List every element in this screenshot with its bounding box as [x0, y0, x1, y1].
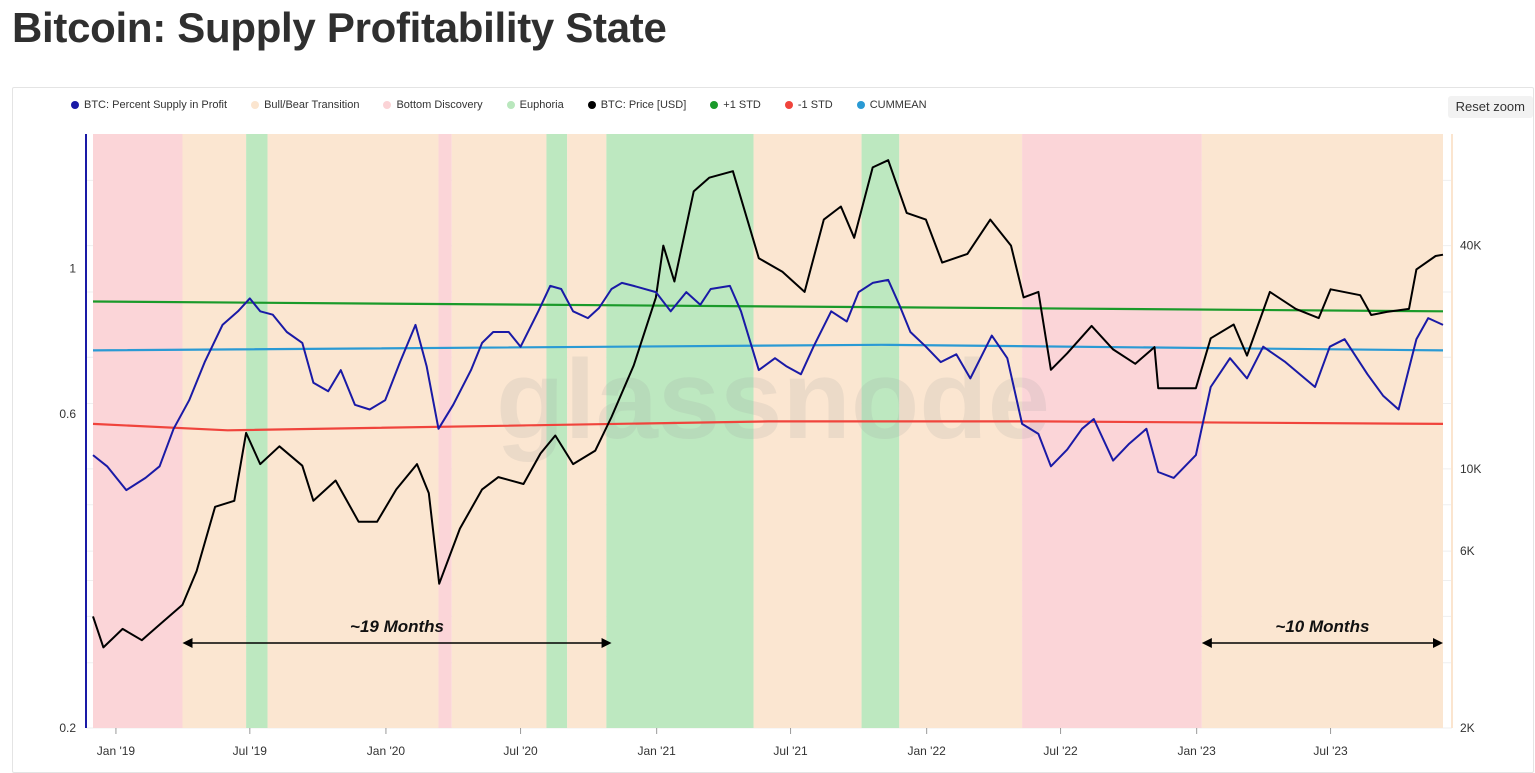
regime-band: [93, 134, 183, 728]
legend-marker: [856, 101, 865, 109]
annotation-label: ~10 Months: [1275, 617, 1369, 636]
arrowhead-left: [1201, 638, 1212, 648]
series-line: [92, 278, 1444, 492]
regime-band: [438, 134, 452, 728]
y-right-tick-label: 2K: [1460, 721, 1475, 735]
x-tick-label: Jul '21: [773, 744, 808, 758]
y-right-tick-label: 10K: [1460, 462, 1481, 476]
legend-label: CUMMEAN: [869, 99, 927, 111]
y-right-tick-label: 40K: [1460, 239, 1481, 253]
legend-label: -1 STD: [797, 99, 833, 111]
annotations: ~19 Months ~10 Months: [182, 617, 1443, 648]
y-left-tick-label: 1: [69, 261, 76, 275]
glassnode-watermark: glassnode: [496, 337, 1050, 462]
x-tick-label: Jan '23: [1178, 744, 1217, 758]
chart-panel: BTC: Percent Supply in Profit Bull/Bear T…: [12, 87, 1534, 773]
legend-marker: [587, 101, 596, 109]
series-lines: [92, 159, 1444, 649]
regime-band: [1201, 134, 1443, 728]
legend-item[interactable]: CUMMEAN: [856, 99, 927, 111]
series-line: [92, 159, 1444, 649]
legend-item[interactable]: -1 STD: [784, 99, 833, 111]
y-right-tick-label: 6K: [1460, 544, 1475, 558]
arrowhead-right: [1433, 638, 1443, 648]
legend-label: +1 STD: [723, 99, 761, 111]
regime-band: [1022, 134, 1202, 728]
legend-label: BTC: Price [USD]: [600, 99, 687, 111]
regime-band: [567, 134, 607, 728]
legend-marker: [710, 101, 719, 109]
chart-legend: BTC: Percent Supply in Profit Bull/Bear T…: [71, 99, 927, 111]
x-tick-label: Jul '22: [1043, 744, 1078, 758]
legend-item[interactable]: Bottom Discovery: [383, 99, 483, 111]
annotation-label: ~19 Months: [350, 617, 444, 636]
series-line: [92, 300, 1444, 313]
x-tick-label: Jan '21: [638, 744, 677, 758]
legend-item[interactable]: +1 STD: [710, 99, 761, 111]
x-tick-label: Jan '19: [97, 744, 136, 758]
legend-label: Bottom Discovery: [396, 99, 483, 111]
x-tick-label: Jan '22: [908, 744, 947, 758]
legend-item[interactable]: BTC: Price [USD]: [587, 99, 687, 111]
legend-label: BTC: Percent Supply in Profit: [84, 99, 228, 111]
series-line: [92, 343, 1444, 352]
reset-zoom-button[interactable]: Reset zoom: [1447, 96, 1533, 118]
legend-label: Bull/Bear Transition: [264, 99, 360, 111]
legend-item[interactable]: BTC: Percent Supply in Profit: [71, 99, 227, 111]
legend-marker: [784, 101, 793, 109]
series-line: [92, 420, 1444, 432]
page-title: Bitcoin: Supply Profitability State: [12, 4, 667, 51]
regime-band: [267, 134, 439, 728]
y-left-tick-label: 0.2: [59, 721, 76, 735]
regime-band: [451, 134, 547, 728]
legend-marker: [383, 101, 392, 109]
regime-band: [753, 134, 862, 728]
legend-item[interactable]: Bull/Bear Transition: [251, 99, 359, 111]
x-tick-label: Jan '20: [367, 744, 406, 758]
regime-band: [861, 134, 900, 728]
arrowhead-right: [601, 638, 612, 648]
legend-marker: [71, 101, 79, 109]
axis-ticks: Jan '19 Jul '19 Jan '20 Jul '20 Jan '21 Jul '…: [59, 239, 1481, 758]
chart-svg[interactable]: glassnode Jan '19 Jul '19 Jan '20 Jul '20 Ja…: [13, 88, 1533, 772]
x-tick-label: Jul '19: [233, 744, 268, 758]
regime-band: [606, 134, 754, 728]
regime-bands: [93, 134, 1443, 728]
arrowhead-left: [182, 638, 193, 648]
x-tick-label: Jul '20: [503, 744, 538, 758]
regime-band: [546, 134, 568, 728]
x-tick-label: Jul '23: [1313, 744, 1348, 758]
legend-marker: [251, 101, 260, 109]
legend-item[interactable]: Euphoria: [506, 99, 564, 111]
legend-label: Euphoria: [519, 99, 564, 111]
legend-marker: [506, 101, 515, 109]
regime-band: [246, 134, 268, 728]
y-left-tick-label: 0.6: [59, 407, 76, 421]
